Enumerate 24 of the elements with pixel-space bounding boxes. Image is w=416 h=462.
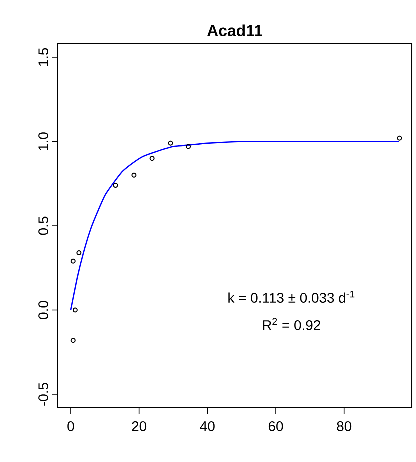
- point: [72, 308, 78, 313]
- y-tick-label: 0.0: [38, 301, 48, 320]
- line-series: [70, 141, 400, 311]
- point: [132, 172, 137, 178]
- y-tick-label: 1.5: [38, 48, 48, 66]
- chart-title: Acad11: [207, 24, 262, 36]
- annotation: k = 0.113 ± 0.033 d$^{-1}$: [228, 290, 355, 304]
- y-tick-label: -0.5: [38, 383, 48, 406]
- point: [70, 258, 76, 264]
- point: [397, 136, 402, 141]
- point: [70, 338, 76, 344]
- annotation: R$^{2}$ = 0.92: [263, 318, 320, 330]
- point: [150, 156, 155, 162]
- point: [113, 183, 118, 188]
- point: [76, 250, 82, 256]
- x-tick-label: 60: [268, 422, 284, 432]
- x-tick-label: 80: [337, 422, 352, 432]
- x-tick-label: 20: [132, 422, 147, 432]
- y-tick-label: 1.0: [38, 132, 48, 150]
- point: [168, 140, 174, 146]
- point: [186, 144, 192, 150]
- x-tick-label: 40: [200, 422, 215, 432]
- y-tick-label: 0.5: [38, 216, 48, 236]
- x-tick-label: 0: [68, 422, 74, 432]
